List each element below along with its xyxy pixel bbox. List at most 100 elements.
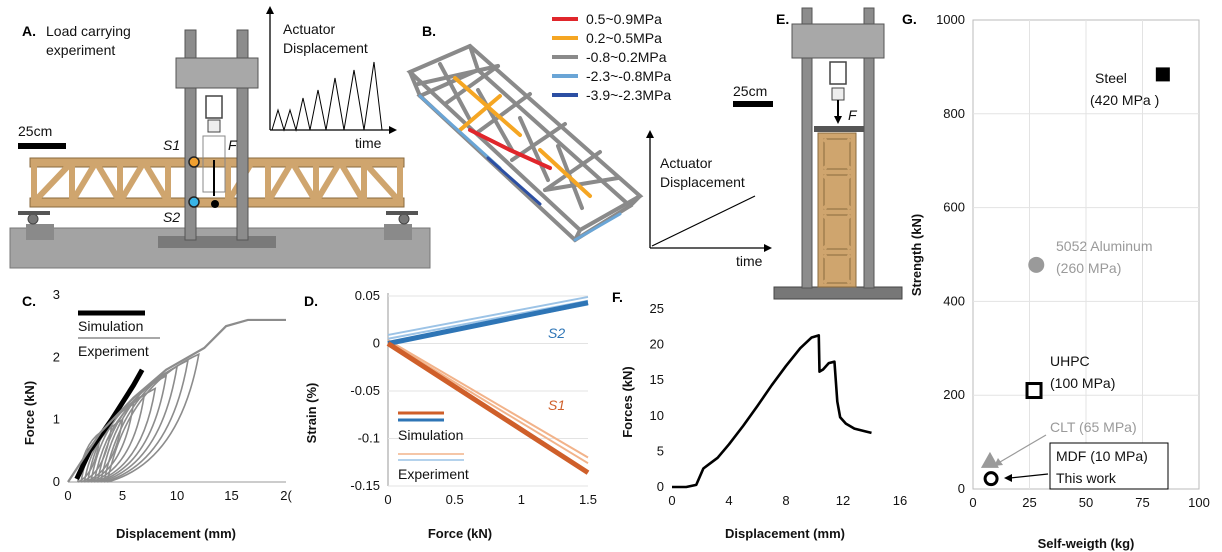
ytick-label: 0 xyxy=(958,481,965,496)
panel-a-inset: Actuator Displacement time xyxy=(266,6,397,151)
ytick-label: 600 xyxy=(943,200,965,215)
panel-a-scale-bar xyxy=(18,143,66,149)
s1-experiment-line xyxy=(387,340,589,465)
panel-a-inset-ylabel-2: Displacement xyxy=(283,40,368,56)
legend-label-4: -3.9~-2.3MPa xyxy=(586,87,671,103)
chart-d-annot-s2: S2 xyxy=(548,325,565,341)
panel-e-clamp xyxy=(829,61,847,85)
chart-d-letter: D. xyxy=(304,293,318,309)
ytick-label: 0 xyxy=(657,479,664,494)
xtick-label: 100 xyxy=(1188,495,1210,510)
sensor-s2-label: S2 xyxy=(163,209,180,225)
panel-e-letter: E. xyxy=(776,11,789,27)
chart-g-xlabel: Self-weigth (kg) xyxy=(1038,536,1135,551)
mdf-pointer-arrow xyxy=(1009,473,1049,479)
panel-b-inset-xlabel: time xyxy=(736,253,763,269)
chart-g-ylabel: Strength (kN) xyxy=(909,214,924,296)
experiment-envelope xyxy=(67,318,286,483)
point-label-uhpc-2: (100 MPa) xyxy=(1050,375,1115,391)
mdf-label-box xyxy=(1049,442,1169,490)
panel-a-letter: A. xyxy=(22,23,36,39)
legend-label-1: 0.2~0.5MPa xyxy=(586,30,662,46)
chart-c-letter: C. xyxy=(22,293,36,309)
chart-f: F. Forces (kN) Displacement (mm) 0 4 8 12 16… xyxy=(612,289,907,541)
point-label-mdf-2: This work xyxy=(1056,470,1117,486)
panel-a-scale-label: 25cm xyxy=(18,123,52,139)
panel-a-roller-left xyxy=(27,213,39,225)
chart-g-letter: G. xyxy=(902,11,917,27)
chart-c-xlabel: Displacement (mm) xyxy=(116,526,236,541)
panel-a-support-left xyxy=(26,224,54,240)
panel-b-inset-ylabel-1: Actuator xyxy=(660,155,712,171)
panel-b-letter: B. xyxy=(422,23,436,39)
ytick-label: 20 xyxy=(650,337,664,352)
xtick-label: 5 xyxy=(119,488,126,503)
point-label-aluminum-1: 5052 Aluminum xyxy=(1056,238,1153,254)
point-steel xyxy=(1155,67,1170,82)
panel-a-base-plate xyxy=(158,236,276,248)
sensor-s1-label: S1 xyxy=(163,137,180,153)
panel-a-truss xyxy=(29,157,405,208)
xtick-label: 4 xyxy=(725,493,732,508)
panel-b-inset-ylabel-2: Displacement xyxy=(660,174,745,190)
point-label-aluminum-2: (260 MPa) xyxy=(1056,260,1121,276)
clt-pointer-arrow xyxy=(999,434,1047,463)
s1-simulation-line xyxy=(386,341,590,475)
ytick-label: 200 xyxy=(943,387,965,402)
xtick-label: 15 xyxy=(224,488,238,503)
xtick-label: 1 xyxy=(518,492,525,507)
panel-a-loadcell xyxy=(207,119,221,133)
panel-b-legend: 0.5~0.9MPa 0.2~0.5MPa -0.8~0.2MPa -2.3~-… xyxy=(552,11,671,103)
panel-a-clamp xyxy=(205,95,223,119)
panel-a-column-right xyxy=(236,29,249,241)
panel-e-crosshead xyxy=(791,23,885,59)
point-clt xyxy=(980,451,999,468)
ytick-label: -0.1 xyxy=(358,431,380,446)
xtick-label: 50 xyxy=(1079,495,1093,510)
xtick-label: 0 xyxy=(64,488,71,503)
legend-label-0: 0.5~0.9MPa xyxy=(586,11,662,27)
ytick-label: 1000 xyxy=(936,12,965,27)
s2-experiment-line xyxy=(387,295,589,336)
panel-a-support-cap-right xyxy=(386,211,418,215)
ytick-label: 400 xyxy=(943,293,965,308)
ytick-label: 5 xyxy=(657,443,664,458)
point-label-uhpc-1: UHPC xyxy=(1050,353,1090,369)
ytick-label: -0.05 xyxy=(350,383,380,398)
panel-a-roller-right xyxy=(398,213,410,225)
ytick-label: 800 xyxy=(943,106,965,121)
chart-d-legend-sim: Simulation xyxy=(398,427,463,443)
chart-d-legend-exp: Experiment xyxy=(398,466,469,482)
panel-e-base xyxy=(773,286,903,300)
panel-e: E. 25cm F xyxy=(733,7,903,300)
xtick-label: 0.5 xyxy=(446,492,464,507)
xtick-label: 12 xyxy=(836,493,850,508)
experiment-cycle xyxy=(96,374,168,483)
panel-a-inset-ylabel-1: Actuator xyxy=(283,21,335,37)
panel-e-force-arrowhead xyxy=(834,116,842,124)
panel-a-crosshead xyxy=(175,57,259,89)
xtick-label: 0 xyxy=(384,492,391,507)
legend-label-3: -2.3~-0.8MPa xyxy=(586,68,671,84)
point-label-steel-2: (420 MPa ) xyxy=(1090,92,1159,108)
experiment-cycle xyxy=(93,387,157,483)
panel-b-truss-model xyxy=(406,43,644,243)
chart-f-xlabel: Displacement (mm) xyxy=(725,526,845,541)
ytick-label: 3 xyxy=(53,287,60,302)
panel-e-scale-bar xyxy=(733,101,773,107)
experiment-cycle xyxy=(106,352,200,483)
panel-a-inset-xlabel: time xyxy=(355,135,382,151)
point-label-steel-1: Steel xyxy=(1095,70,1127,86)
ytick-label: 10 xyxy=(650,408,664,423)
sensor-s2-marker xyxy=(188,196,200,208)
ytick-label: 1 xyxy=(53,412,60,427)
xtick-label: 1.5 xyxy=(579,492,597,507)
point-mdf xyxy=(983,471,999,487)
panel-b-inset: Actuator Displacement time xyxy=(646,130,772,269)
ytick-label: 0.05 xyxy=(355,288,380,303)
xtick-label: 8 xyxy=(782,493,789,508)
panel-a-load-point xyxy=(211,200,219,208)
ytick-label: 15 xyxy=(650,372,664,387)
ytick-label: 0 xyxy=(373,336,380,351)
